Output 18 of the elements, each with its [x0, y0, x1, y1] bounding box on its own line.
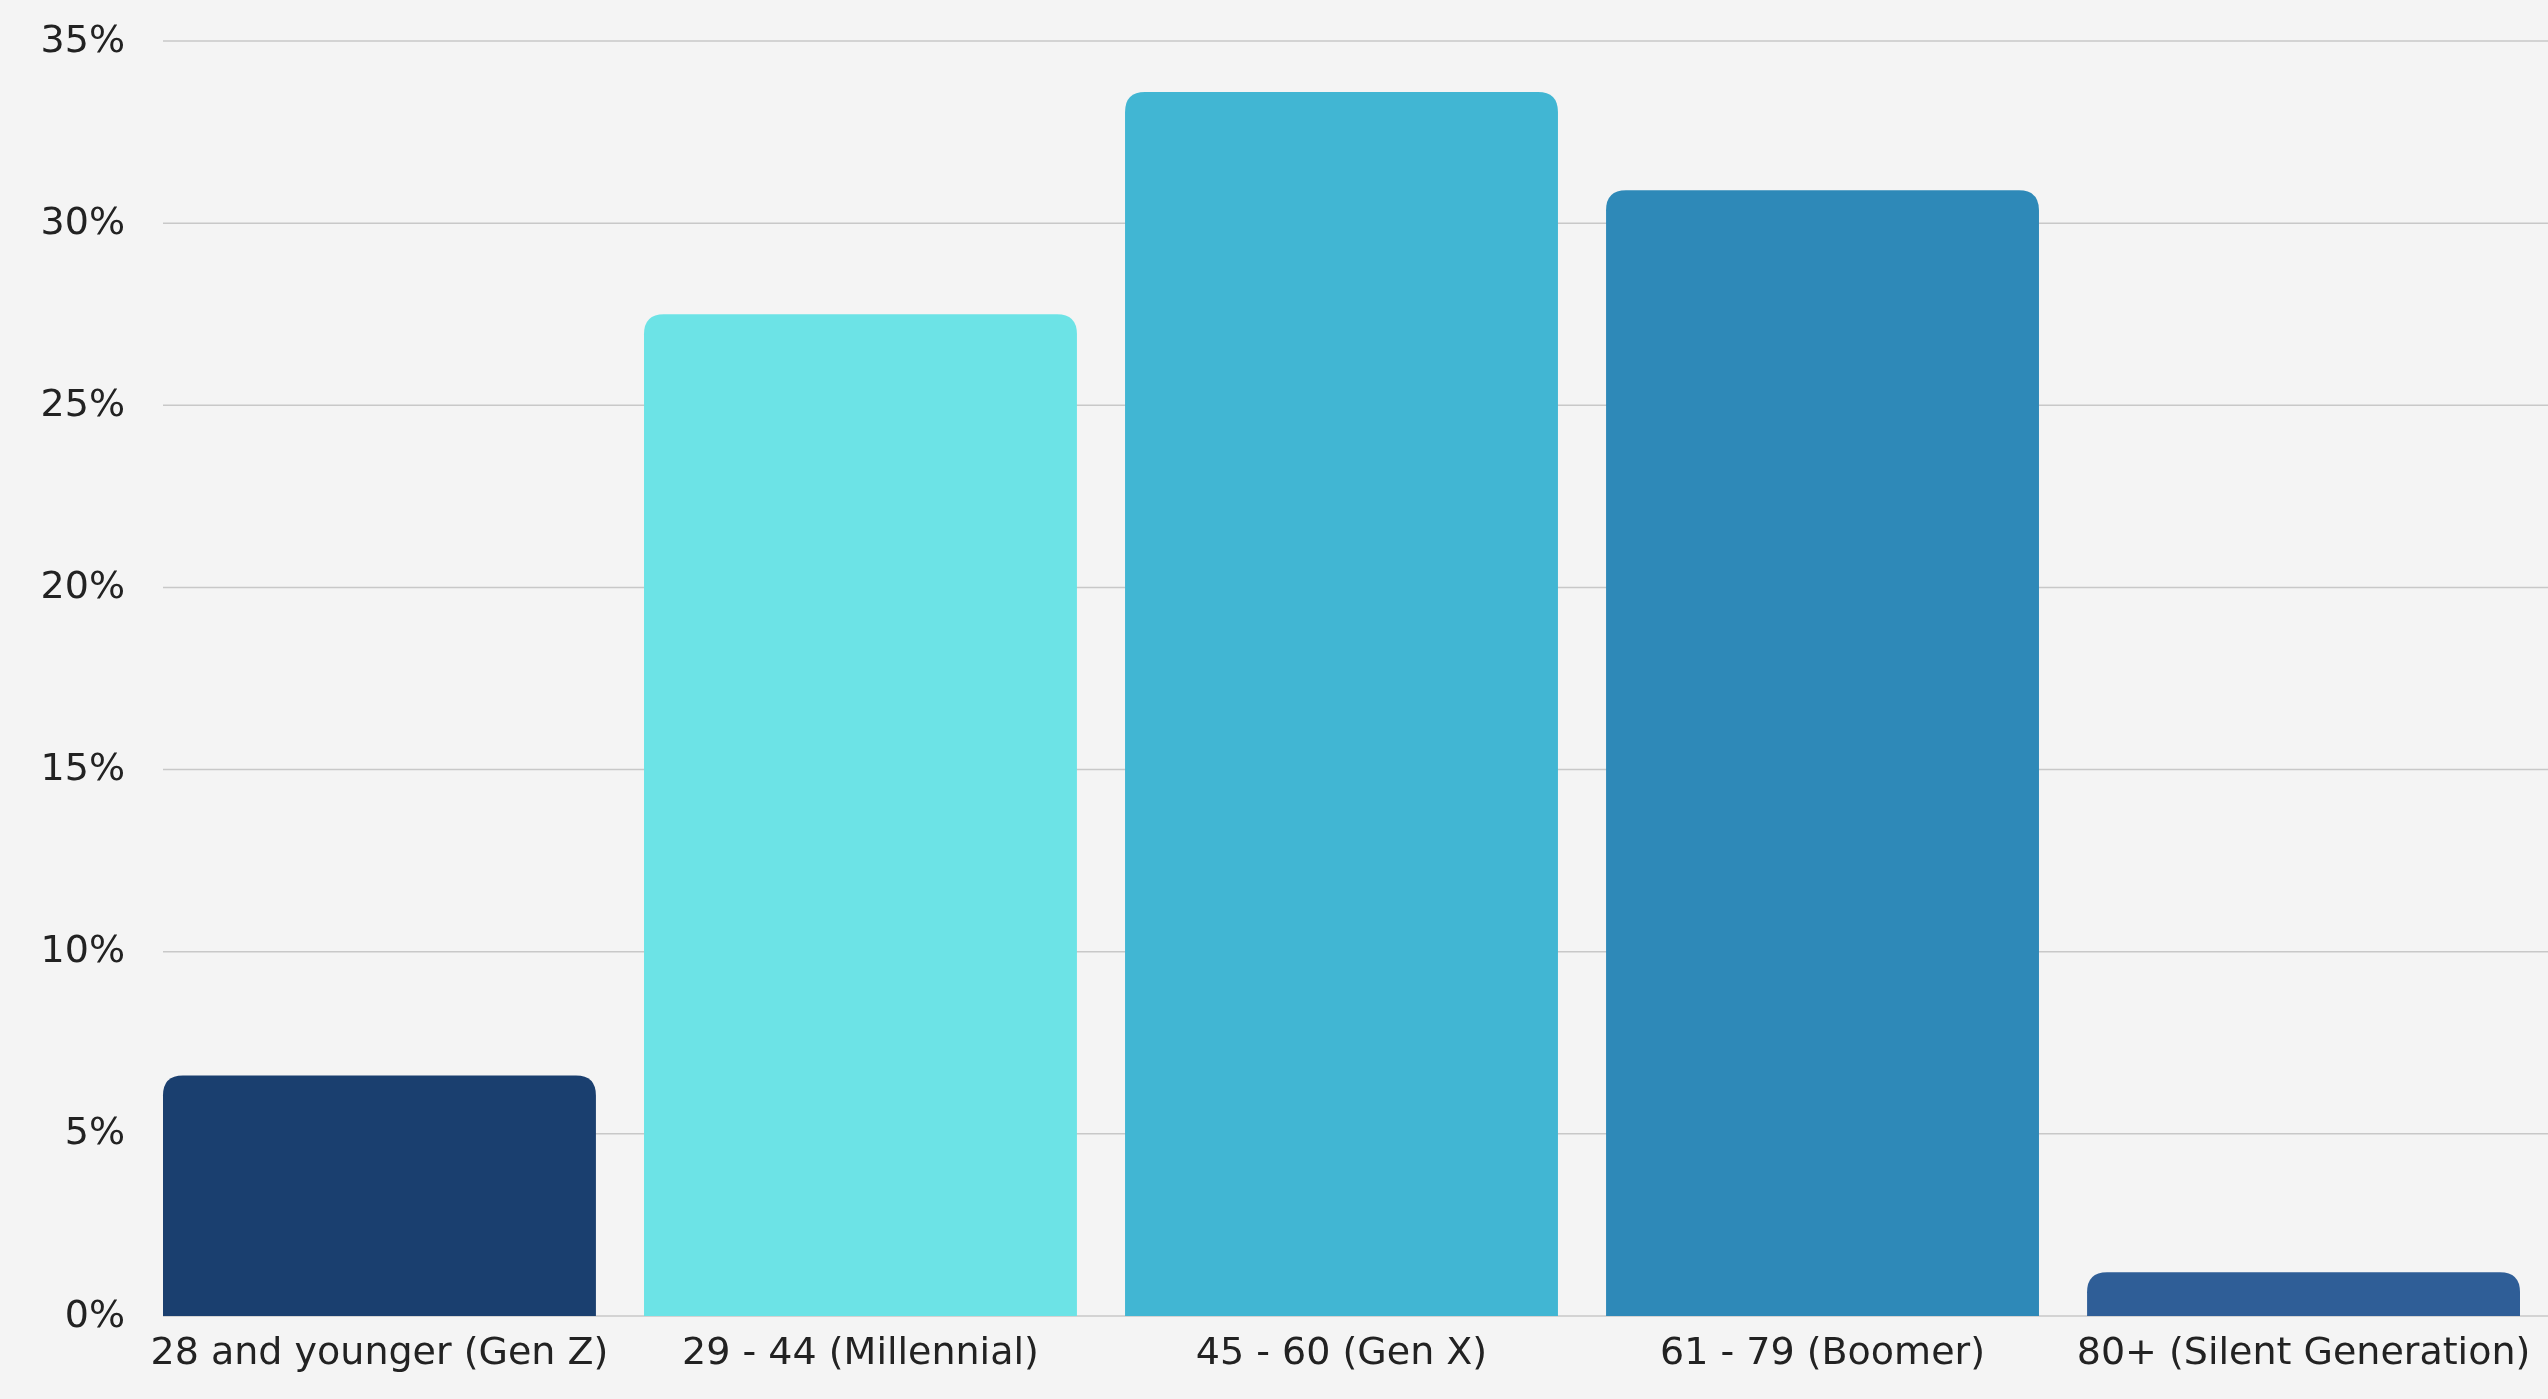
- x-tick-label: 61 - 79 (Boomer): [1660, 1329, 1985, 1373]
- bar: [1125, 92, 1558, 1316]
- bar: [1606, 190, 2039, 1316]
- x-tick-label: 45 - 60 (Gen X): [1195, 1329, 1488, 1373]
- bar: [2087, 1272, 2520, 1316]
- x-tick-label: 80+ (Silent Generation): [2076, 1329, 2531, 1373]
- bar: [644, 314, 1077, 1316]
- y-tick-label: 10%: [40, 927, 125, 972]
- y-tick-label: 20%: [40, 562, 125, 607]
- y-tick-label: 0%: [64, 1291, 125, 1336]
- y-tick-label: 15%: [40, 745, 125, 790]
- y-tick-label: 35%: [40, 16, 125, 61]
- x-tick-label: 29 - 44 (Millennial): [682, 1329, 1039, 1373]
- x-tick-label: 28 and younger (Gen Z): [150, 1329, 609, 1373]
- y-tick-label: 30%: [40, 198, 125, 243]
- y-tick-label: 25%: [40, 380, 125, 425]
- bar: [163, 1075, 596, 1316]
- y-tick-label: 5%: [64, 1109, 125, 1154]
